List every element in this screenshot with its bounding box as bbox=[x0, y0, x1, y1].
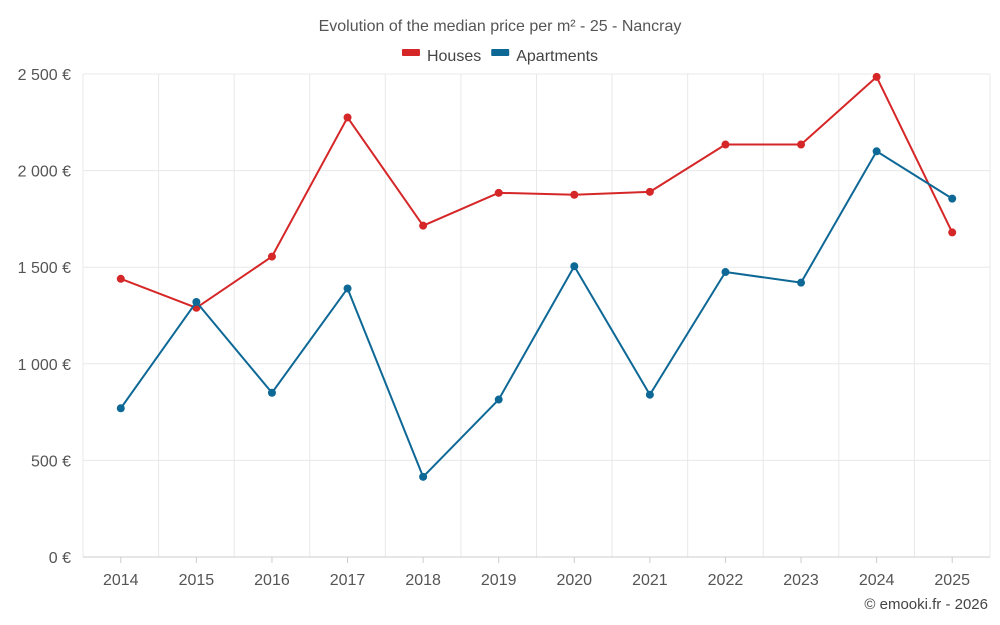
x-tick-label: 2019 bbox=[481, 572, 517, 589]
data-point-apartments[interactable] bbox=[419, 472, 428, 481]
data-point-apartments[interactable] bbox=[797, 278, 806, 287]
y-tick-label: 500 € bbox=[31, 453, 71, 470]
x-tick-label: 2025 bbox=[934, 572, 970, 589]
y-tick-label: 0 € bbox=[49, 550, 71, 567]
legend-label-apartments: Apartments bbox=[516, 48, 598, 65]
y-tick-label: 1 500 € bbox=[18, 260, 71, 277]
data-point-apartments[interactable] bbox=[494, 395, 503, 404]
x-tick-label: 2020 bbox=[556, 572, 592, 589]
series-layer bbox=[116, 72, 957, 481]
data-point-houses[interactable] bbox=[797, 140, 806, 149]
y-tick-label: 2 000 € bbox=[18, 164, 71, 181]
x-tick-label: 2021 bbox=[632, 572, 668, 589]
data-point-houses[interactable] bbox=[494, 188, 503, 197]
data-point-houses[interactable] bbox=[645, 187, 654, 196]
data-point-apartments[interactable] bbox=[948, 194, 957, 203]
data-point-apartments[interactable] bbox=[872, 147, 881, 156]
x-tick-label: 2023 bbox=[783, 572, 819, 589]
data-point-apartments[interactable] bbox=[645, 390, 654, 399]
legend-item-houses[interactable]: Houses bbox=[401, 48, 481, 65]
axes: 0 € 500 € 1 000 € 1 500 € 2 000 € 2 500 € 2014… bbox=[18, 67, 990, 589]
data-point-houses[interactable] bbox=[419, 221, 428, 230]
data-point-apartments[interactable] bbox=[721, 268, 730, 277]
series-apartments bbox=[116, 147, 957, 481]
data-point-apartments[interactable] bbox=[116, 404, 125, 413]
y-tick-label: 1 000 € bbox=[18, 357, 71, 374]
credit-text: © emooki.fr - 2026 bbox=[864, 596, 988, 613]
data-point-houses[interactable] bbox=[948, 228, 957, 237]
chart-title: Evolution of the median price per m² - 2… bbox=[319, 18, 682, 35]
x-tick-label: 2022 bbox=[708, 572, 744, 589]
series-houses bbox=[116, 72, 957, 312]
x-tick-label: 2018 bbox=[405, 572, 441, 589]
legend-label-houses: Houses bbox=[427, 48, 481, 65]
data-point-houses[interactable] bbox=[116, 274, 125, 283]
data-point-houses[interactable] bbox=[872, 72, 881, 81]
data-point-houses[interactable] bbox=[343, 113, 352, 122]
x-tick-label: 2015 bbox=[179, 572, 215, 589]
legend-swatch-houses bbox=[401, 49, 420, 56]
x-tick-label: 2017 bbox=[330, 572, 366, 589]
legend-item-apartments[interactable]: Apartments bbox=[491, 48, 598, 65]
x-tick-label: 2016 bbox=[254, 572, 290, 589]
data-point-houses[interactable] bbox=[570, 190, 579, 199]
data-point-apartments[interactable] bbox=[192, 297, 201, 306]
data-point-apartments[interactable] bbox=[343, 284, 352, 293]
grid bbox=[82, 73, 991, 558]
y-tick-label: 2 500 € bbox=[18, 67, 71, 84]
legend[interactable]: Houses Apartments bbox=[401, 48, 598, 65]
series-line-apartments[interactable] bbox=[119, 150, 953, 478]
x-tick-label: 2024 bbox=[859, 572, 895, 589]
series-line-houses[interactable] bbox=[120, 75, 954, 309]
x-tick-label: 2014 bbox=[103, 572, 139, 589]
data-point-apartments[interactable] bbox=[267, 388, 276, 397]
data-point-apartments[interactable] bbox=[570, 262, 579, 271]
data-point-houses[interactable] bbox=[267, 252, 276, 261]
data-point-houses[interactable] bbox=[721, 140, 730, 149]
legend-swatch-apartments bbox=[491, 49, 510, 56]
